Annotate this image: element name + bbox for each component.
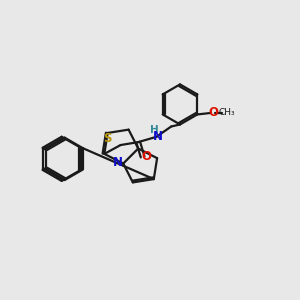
Text: H: H — [150, 125, 158, 135]
Text: O: O — [208, 106, 218, 118]
Text: S: S — [103, 132, 112, 145]
Text: O: O — [141, 150, 151, 163]
Text: CH₃: CH₃ — [219, 109, 236, 118]
Text: N: N — [153, 130, 163, 143]
Text: N: N — [113, 155, 123, 169]
